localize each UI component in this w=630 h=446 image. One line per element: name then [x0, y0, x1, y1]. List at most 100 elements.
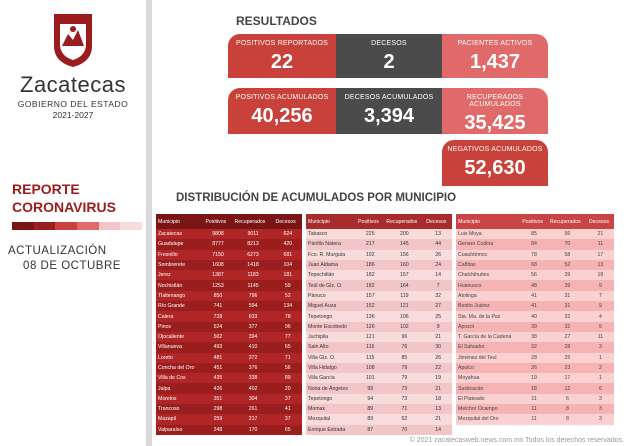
table-cell: 121 — [356, 331, 385, 343]
table-row: Apulco 26 23 2 — [456, 362, 614, 374]
table-cell: 77 — [273, 331, 302, 343]
watermark: © 2021 zacatecasweb.news.com.mx Todos lo… — [409, 437, 624, 444]
table-cell: 3 — [586, 393, 614, 405]
table-cell: Moyahua — [456, 373, 521, 384]
table-cell: 8777 — [203, 239, 233, 250]
table-row: Cuauhtémoc 78 58 17 — [456, 249, 614, 260]
column-header: Recuperados — [384, 214, 425, 229]
table-cell: Villa de Cos — [156, 373, 204, 384]
table-cell: 25 — [424, 311, 452, 322]
column-header: Municipio — [306, 214, 357, 229]
table-cell: 435 — [203, 373, 233, 384]
table-cell: 27 — [424, 301, 452, 312]
table-cell: 1418 — [232, 259, 274, 271]
table-cell: 420 — [273, 239, 302, 250]
table-cell: Tepetongo — [306, 311, 357, 322]
table-cell: 44 — [424, 239, 452, 250]
table-cell: 32 — [424, 290, 452, 302]
table-row: El Plateado 11 6 3 — [456, 393, 614, 405]
table-cell: 31 — [547, 301, 587, 312]
table-cell: 106 — [384, 311, 425, 322]
table-cell: Chalchihuites — [456, 270, 521, 281]
table-row: Villanueva 493 410 65 — [156, 342, 302, 353]
table-row: Tlaltenango 850 796 52 — [156, 290, 302, 302]
table-row: Luis Moya 85 56 21 — [456, 229, 614, 240]
table-cell: 71 — [273, 352, 302, 363]
table-cell: 38 — [520, 331, 548, 343]
table-row: Ojocaliente 502 394 77 — [156, 331, 302, 343]
table-cell: Jerez — [156, 270, 204, 281]
table-cell: 22 — [424, 362, 452, 374]
table-cell: Tabasco — [306, 229, 357, 240]
table-cell: Mezquital — [306, 414, 357, 425]
table-cell: 39 — [547, 270, 587, 281]
table-row: Calera 728 633 78 — [156, 311, 302, 322]
table-cell: 96 — [273, 321, 302, 332]
table-cell: 108 — [356, 362, 385, 374]
table-cell: 96 — [384, 331, 425, 343]
table-cell: 8 — [547, 404, 587, 415]
table-cell: Momax — [306, 404, 357, 415]
table-cell: Apozol — [456, 321, 521, 332]
table-cell: Pánfilo Natera — [306, 239, 357, 250]
period-label: 2021-2027 — [52, 110, 94, 120]
table-cell: Huanusco — [456, 280, 521, 291]
positivos-acumulados-card: POSITIVOS ACUMULADOS 40,256 — [228, 88, 336, 134]
table-cell: 157 — [384, 270, 425, 281]
table-cell: Villa Glz. O. — [306, 352, 357, 363]
table-row: Juan Aldama 186 160 24 — [306, 259, 452, 271]
table-cell: 71 — [384, 404, 425, 415]
table-cell: 2 — [586, 362, 614, 374]
table-cell: 524 — [203, 321, 233, 332]
negativos-acumulados-card: NEGATIVOS ACUMULADOS 52,630 — [442, 140, 548, 186]
table-cell: 186 — [356, 259, 385, 271]
table-cell: Genaro Codina — [456, 239, 521, 250]
table-cell: 451 — [203, 362, 233, 374]
table-cell: 26 — [424, 249, 452, 260]
table-cell: 30 — [424, 342, 452, 353]
table-cell: Melchor Ocampo — [456, 404, 521, 415]
table-cell: 7 — [586, 290, 614, 302]
table-cell: 9 — [586, 280, 614, 291]
table-cell: 59 — [273, 280, 302, 291]
table-row: Zacatecas 9808 9011 624 — [156, 229, 302, 240]
table-cell: 84 — [520, 239, 548, 250]
table-cell: 594 — [232, 301, 274, 312]
municipality-table-1: Municipio Positivos Recuperados Decesos Zaca… — [156, 214, 302, 435]
distribution-title: DISTRIBUCIÓN DE ACUMULADOS POR MUNICIPIO — [176, 192, 457, 204]
table-cell: 115 — [356, 352, 385, 363]
table-cell: 426 — [203, 383, 233, 394]
table-cell: 351 — [203, 393, 233, 405]
table-cell: 338 — [232, 373, 274, 384]
table-row: Mazapil 259 217 37 — [156, 414, 302, 425]
table-cell: 192 — [356, 249, 385, 260]
table-cell: 70 — [547, 239, 587, 250]
table-cell: 31 — [547, 290, 587, 302]
table-cell: 28 — [547, 342, 587, 353]
table-cell: Calera — [156, 311, 204, 322]
table-cell: 261 — [232, 404, 274, 415]
table-cell: 26 — [424, 352, 452, 363]
sidebar: Zacatecas GOBIERNO DEL ESTADO 2021-2027 … — [0, 0, 146, 446]
column-header: Recuperados — [547, 214, 587, 229]
table-cell: 37 — [273, 414, 302, 425]
table-row: Villa de Cos 435 338 89 — [156, 373, 302, 384]
table-cell: 126 — [356, 321, 385, 332]
table-row: Cañitas 68 52 13 — [456, 259, 614, 271]
table-row: Enrique Estrada 87 70 14 — [306, 424, 452, 435]
table-cell: 1 — [586, 373, 614, 384]
table-row: Pánuco 157 119 32 — [306, 290, 452, 302]
table-cell: Sta. Ma. de la Paz — [456, 311, 521, 322]
table-row: Benito Juárez 41 31 9 — [456, 301, 614, 312]
card-value: 52,630 — [464, 157, 526, 179]
results-title: RESULTADOS — [236, 14, 317, 28]
table-cell: 372 — [232, 352, 274, 363]
card-label: PACIENTES ACTIVOS — [457, 40, 533, 47]
table-cell: 39 — [547, 280, 587, 291]
table-cell: 481 — [203, 352, 233, 363]
table-row: Atolinga 41 31 7 — [456, 290, 614, 302]
table-cell: 20 — [273, 383, 302, 394]
card-label: DECESOS ACUMULADOS — [344, 94, 434, 101]
table-row: Tepetongo 136 106 25 — [306, 311, 452, 322]
table-cell: 21 — [586, 229, 614, 240]
